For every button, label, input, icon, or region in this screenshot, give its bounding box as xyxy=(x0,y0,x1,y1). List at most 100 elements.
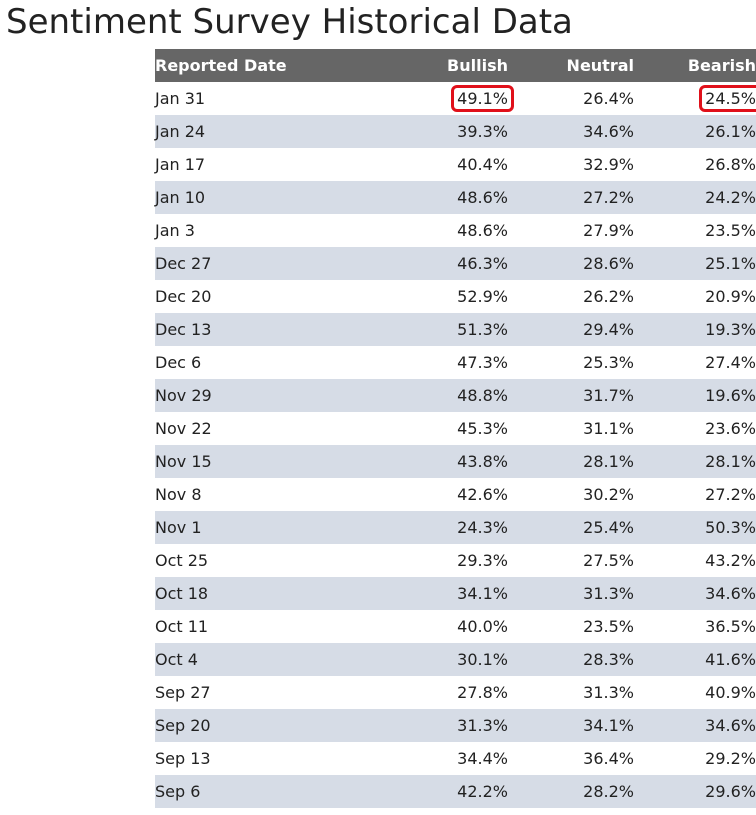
cell-bearish: 36.5% xyxy=(634,610,756,643)
bullish-value: 42.2% xyxy=(457,782,508,801)
bullish-value: 39.3% xyxy=(457,122,508,141)
cell-neutral: 31.7% xyxy=(508,379,634,412)
neutral-value: 29.4% xyxy=(583,320,634,339)
bearish-value: 36.5% xyxy=(705,617,756,636)
cell-bullish: 45.3% xyxy=(358,412,508,445)
cell-neutral: 25.3% xyxy=(508,346,634,379)
cell-neutral: 27.5% xyxy=(508,544,634,577)
neutral-value: 31.7% xyxy=(583,386,634,405)
neutral-value: 28.1% xyxy=(583,452,634,471)
neutral-value: 26.4% xyxy=(583,89,634,108)
date-value: Nov 29 xyxy=(155,386,212,405)
table-row: Nov 22 45.3% 31.1% 23.6% xyxy=(155,412,756,445)
cell-bullish: 34.1% xyxy=(358,577,508,610)
highlighted-value: 49.1% xyxy=(451,85,514,112)
cell-bearish: 27.2% xyxy=(634,478,756,511)
bearish-value: 23.6% xyxy=(705,419,756,438)
table-row: Jan 31 49.1% 26.4% 24.5% xyxy=(155,82,756,115)
cell-neutral: 28.2% xyxy=(508,775,634,808)
cell-bullish: 52.9% xyxy=(358,280,508,313)
cell-neutral: 34.6% xyxy=(508,115,634,148)
bullish-value: 43.8% xyxy=(457,452,508,471)
date-value: Oct 18 xyxy=(155,584,209,603)
cell-date: Oct 18 xyxy=(155,577,358,610)
cell-bullish: 42.6% xyxy=(358,478,508,511)
cell-bearish: 26.1% xyxy=(634,115,756,148)
neutral-value: 28.2% xyxy=(583,782,634,801)
cell-neutral: 30.2% xyxy=(508,478,634,511)
neutral-value: 28.3% xyxy=(583,650,634,669)
cell-bearish: 23.6% xyxy=(634,412,756,445)
cell-bullish: 48.6% xyxy=(358,214,508,247)
table-row: Nov 29 48.8% 31.7% 19.6% xyxy=(155,379,756,412)
cell-bullish: 48.6% xyxy=(358,181,508,214)
table-row: Jan 10 48.6% 27.2% 24.2% xyxy=(155,181,756,214)
date-value: Dec 20 xyxy=(155,287,212,306)
date-value: Jan 24 xyxy=(155,122,206,141)
cell-date: Dec 13 xyxy=(155,313,358,346)
date-value: Sep 27 xyxy=(155,683,211,702)
table-row: Oct 4 30.1% 28.3% 41.6% xyxy=(155,643,756,676)
neutral-value: 32.9% xyxy=(583,155,634,174)
cell-bullish: 40.0% xyxy=(358,610,508,643)
highlighted-value: 24.5% xyxy=(699,85,756,112)
cell-neutral: 31.3% xyxy=(508,676,634,709)
cell-bearish: 50.3% xyxy=(634,511,756,544)
cell-bullish: 42.2% xyxy=(358,775,508,808)
cell-date: Oct 25 xyxy=(155,544,358,577)
cell-bullish: 39.3% xyxy=(358,115,508,148)
bearish-value: 40.9% xyxy=(705,683,756,702)
bullish-value: 30.1% xyxy=(457,650,508,669)
date-value: Oct 4 xyxy=(155,650,198,669)
table-row: Jan 24 39.3% 34.6% 26.1% xyxy=(155,115,756,148)
table-row: Sep 13 34.4% 36.4% 29.2% xyxy=(155,742,756,775)
cell-bearish: 41.6% xyxy=(634,643,756,676)
bullish-value: 40.0% xyxy=(457,617,508,636)
date-value: Oct 25 xyxy=(155,551,209,570)
cell-date: Nov 22 xyxy=(155,412,358,445)
cell-bearish: 24.5% xyxy=(634,82,756,115)
bearish-value: 34.6% xyxy=(705,584,756,603)
cell-date: Dec 6 xyxy=(155,346,358,379)
bearish-value: 23.5% xyxy=(705,221,756,240)
neutral-value: 23.5% xyxy=(583,617,634,636)
cell-bearish: 29.6% xyxy=(634,775,756,808)
cell-neutral: 36.4% xyxy=(508,742,634,775)
cell-bullish: 47.3% xyxy=(358,346,508,379)
cell-bearish: 29.2% xyxy=(634,742,756,775)
cell-bullish: 43.8% xyxy=(358,445,508,478)
date-value: Nov 8 xyxy=(155,485,202,504)
table-row: Sep 6 42.2% 28.2% 29.6% xyxy=(155,775,756,808)
date-value: Sep 6 xyxy=(155,782,201,801)
neutral-value: 25.3% xyxy=(583,353,634,372)
bearish-value: 26.8% xyxy=(705,155,756,174)
cell-bearish: 19.6% xyxy=(634,379,756,412)
cell-bearish: 25.1% xyxy=(634,247,756,280)
cell-date: Nov 8 xyxy=(155,478,358,511)
cell-bearish: 23.5% xyxy=(634,214,756,247)
cell-bullish: 24.3% xyxy=(358,511,508,544)
cell-date: Jan 10 xyxy=(155,181,358,214)
date-value: Jan 3 xyxy=(155,221,195,240)
bearish-value: 24.2% xyxy=(705,188,756,207)
neutral-value: 27.9% xyxy=(583,221,634,240)
cell-date: Jan 3 xyxy=(155,214,358,247)
header-row: Reported Date Bullish Neutral Bearish xyxy=(155,49,756,82)
cell-bearish: 43.2% xyxy=(634,544,756,577)
bearish-value: 34.6% xyxy=(705,716,756,735)
bullish-value: 40.4% xyxy=(457,155,508,174)
date-value: Jan 10 xyxy=(155,188,206,207)
column-header-reported-date: Reported Date xyxy=(155,56,287,75)
cell-date: Jan 31 xyxy=(155,82,358,115)
cell-bearish: 34.6% xyxy=(634,577,756,610)
date-value: Sep 13 xyxy=(155,749,211,768)
cell-bearish: 19.3% xyxy=(634,313,756,346)
page-title: Sentiment Survey Historical Data xyxy=(6,2,573,42)
table-row: Dec 27 46.3% 28.6% 25.1% xyxy=(155,247,756,280)
bullish-value: 27.8% xyxy=(457,683,508,702)
date-value: Nov 15 xyxy=(155,452,212,471)
cell-neutral: 31.1% xyxy=(508,412,634,445)
neutral-value: 31.1% xyxy=(583,419,634,438)
cell-bullish: 46.3% xyxy=(358,247,508,280)
bearish-value: 50.3% xyxy=(705,518,756,537)
